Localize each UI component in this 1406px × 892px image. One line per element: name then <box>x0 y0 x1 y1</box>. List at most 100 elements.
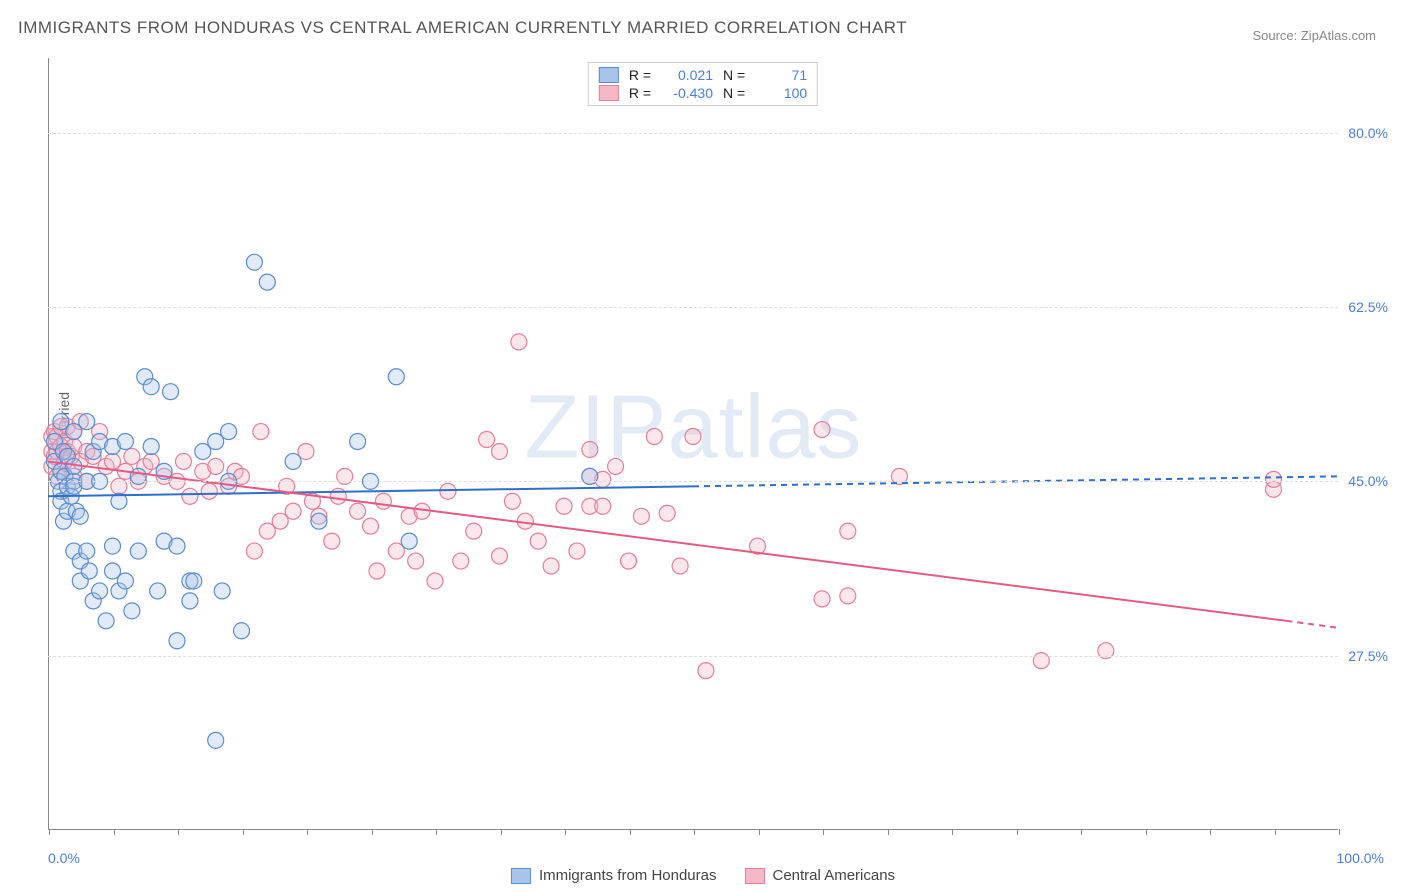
legend-swatch-0 <box>511 868 531 884</box>
scatter-point <box>169 633 185 649</box>
scatter-point <box>72 508 88 524</box>
x-tick-label: 0.0% <box>48 850 80 866</box>
scatter-point <box>633 508 649 524</box>
scatter-point <box>369 563 385 579</box>
scatter-point <box>440 483 456 499</box>
r-label: R = <box>629 67 651 83</box>
legend-label-0: Immigrants from Honduras <box>539 867 717 884</box>
scatter-point <box>556 498 572 514</box>
gridline <box>48 481 1338 482</box>
scatter-point <box>388 369 404 385</box>
y-tick-label: 27.5% <box>1348 648 1388 664</box>
scatter-point <box>840 523 856 539</box>
scatter-point <box>208 458 224 474</box>
legend-bottom: Immigrants from Honduras Central America… <box>511 867 895 884</box>
scatter-point <box>246 543 262 559</box>
scatter-point <box>698 663 714 679</box>
scatter-point <box>511 334 527 350</box>
scatter-point <box>175 453 191 469</box>
scatter-point <box>492 443 508 459</box>
scatter-point <box>408 553 424 569</box>
y-tick-label: 45.0% <box>1348 473 1388 489</box>
scatter-point <box>621 553 637 569</box>
legend-swatch-pink <box>599 85 619 101</box>
scatter-point <box>330 488 346 504</box>
legend-swatch-blue <box>599 67 619 83</box>
n-value-1: 100 <box>755 85 807 101</box>
scatter-point <box>201 483 217 499</box>
scatter-point <box>81 563 97 579</box>
x-tick-label: 100.0% <box>1337 850 1384 866</box>
n-label: N = <box>723 85 745 101</box>
scatter-point <box>375 493 391 509</box>
scatter-point <box>208 732 224 748</box>
scatter-point <box>543 558 559 574</box>
scatter-point <box>582 441 598 457</box>
r-value-0: 0.021 <box>661 67 713 83</box>
scatter-point <box>143 438 159 454</box>
scatter-point <box>569 543 585 559</box>
scatter-point <box>311 513 327 529</box>
n-value-0: 71 <box>755 67 807 83</box>
scatter-point <box>1266 471 1282 487</box>
legend-item-0: Immigrants from Honduras <box>511 867 717 884</box>
scatter-point <box>814 591 830 607</box>
legend-label-1: Central Americans <box>773 867 896 884</box>
scatter-point <box>814 422 830 438</box>
source-attribution: Source: ZipAtlas.com <box>1252 28 1376 43</box>
r-label: R = <box>629 85 651 101</box>
scatter-point <box>163 384 179 400</box>
scatter-point <box>79 543 95 559</box>
scatter-point <box>117 573 133 589</box>
chart-title: IMMIGRANTS FROM HONDURAS VS CENTRAL AMER… <box>18 18 907 38</box>
gridline <box>48 656 1338 657</box>
scatter-point <box>253 424 269 440</box>
scatter-point <box>186 573 202 589</box>
scatter-point <box>214 583 230 599</box>
legend-stats: R = 0.021 N = 71 R = -0.430 N = 100 <box>588 62 818 106</box>
scatter-point <box>117 434 133 450</box>
scatter-point <box>246 254 262 270</box>
scatter-point <box>479 432 495 448</box>
scatter-point <box>608 458 624 474</box>
scatter-point <box>182 593 198 609</box>
r-value-1: -0.430 <box>661 85 713 101</box>
scatter-point <box>504 493 520 509</box>
scatter-point <box>685 429 701 445</box>
scatter-point <box>124 603 140 619</box>
trend-line <box>48 461 1286 620</box>
chart-svg <box>48 58 1338 830</box>
scatter-point <box>79 414 95 430</box>
scatter-point <box>840 588 856 604</box>
scatter-point <box>595 498 611 514</box>
scatter-point <box>324 533 340 549</box>
gridline <box>48 133 1338 134</box>
scatter-point <box>453 553 469 569</box>
scatter-point <box>221 424 237 440</box>
scatter-point <box>427 573 443 589</box>
scatter-point <box>143 379 159 395</box>
scatter-point <box>646 429 662 445</box>
scatter-point <box>150 583 166 599</box>
scatter-point <box>350 434 366 450</box>
scatter-point <box>234 623 250 639</box>
scatter-point <box>285 503 301 519</box>
scatter-point <box>259 274 275 290</box>
scatter-point <box>169 538 185 554</box>
legend-item-1: Central Americans <box>745 867 896 884</box>
legend-swatch-1 <box>745 868 765 884</box>
y-tick-label: 80.0% <box>1348 125 1388 141</box>
trend-line-extrapolated <box>1286 621 1338 628</box>
scatter-point <box>492 548 508 564</box>
scatter-point <box>182 488 198 504</box>
y-tick-label: 62.5% <box>1348 299 1388 315</box>
x-tick-mark <box>1339 829 1340 835</box>
legend-stats-row-1: R = -0.430 N = 100 <box>599 85 807 101</box>
scatter-point <box>530 533 546 549</box>
scatter-point <box>350 503 366 519</box>
scatter-point <box>92 583 108 599</box>
scatter-point <box>98 613 114 629</box>
scatter-point <box>285 453 301 469</box>
scatter-point <box>401 533 417 549</box>
scatter-point <box>130 543 146 559</box>
